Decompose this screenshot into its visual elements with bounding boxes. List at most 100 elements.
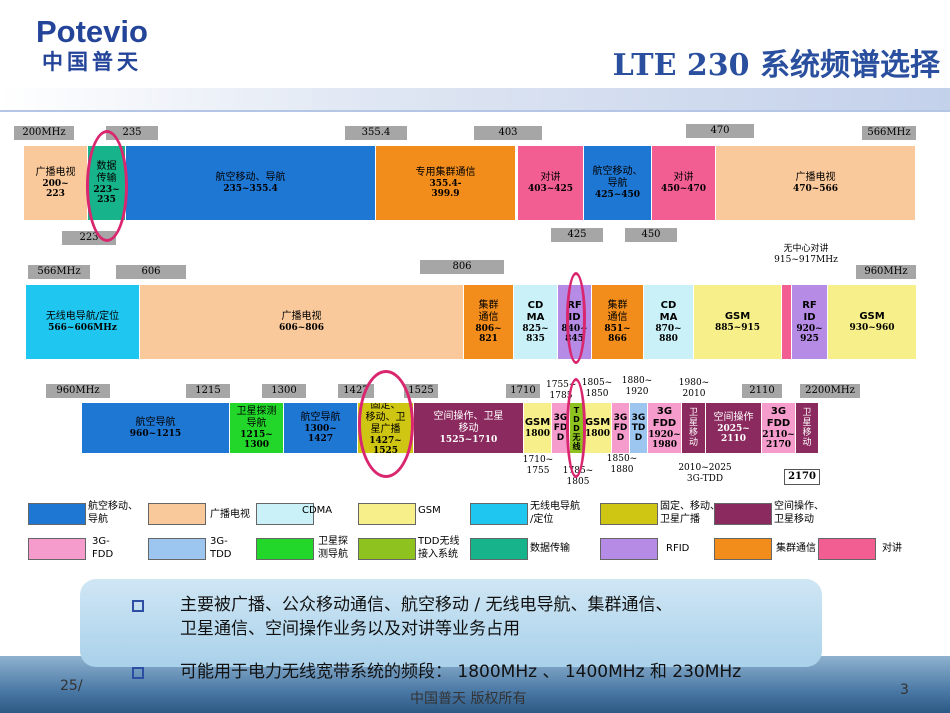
segment-name: 3G FD D xyxy=(613,413,628,443)
row1-tag: 355.4 xyxy=(345,126,407,140)
segment-range: 566~606MHz xyxy=(48,323,117,333)
row3-band: 航空导航 960~1215 卫星探测 导航 1215~ 1300 航空导航 1300~… xyxy=(82,403,818,453)
segment-range: 235~355.4 xyxy=(223,184,278,194)
footer-copyright: 中国普天 版权所有 xyxy=(410,691,527,707)
segment-name: 对讲 xyxy=(673,172,694,183)
row1-tag-bottom: 450 xyxy=(625,228,677,242)
segment: 3G FDD 1920~ 1980 xyxy=(648,403,682,453)
summary-line: 可能用于电力无线宽带系统的频段： 1800MHz 、 1400MHz 和 230… xyxy=(180,662,742,682)
row2-edge-left: 566MHz xyxy=(28,265,90,279)
row1-edge-left: 200MHz xyxy=(14,126,74,140)
legend-swatch xyxy=(28,538,86,560)
segment: 集群 通信 806~ 821 xyxy=(464,285,514,359)
row3-tag: 1215 xyxy=(186,384,230,398)
legend-label: 3G- TDD xyxy=(210,536,232,560)
row2-band: 无线电导航/定位 566~606MHz 广播电视 606~806 集群 通信 806~… xyxy=(26,285,916,359)
segment: 广播电视 470~566 xyxy=(716,146,915,220)
segment: 航空移动、 导航 425~450 xyxy=(584,146,652,220)
highlight-ring xyxy=(566,272,586,364)
segment-range: 1300~ 1427 xyxy=(304,424,337,444)
row3-tag: 1980~ 2010 xyxy=(678,378,710,399)
segment-name: GSM xyxy=(584,417,611,428)
header-gradient-bar xyxy=(0,88,950,112)
legend-swatch xyxy=(148,503,206,525)
row3-tag: 1525 xyxy=(404,384,438,398)
segment: 集群 通信 851~ 866 xyxy=(592,285,644,359)
segment: 广播电视 606~806 xyxy=(140,285,464,359)
slide-title: LTE 230 系统频谱选择 xyxy=(612,48,940,83)
segment: 3G TD D xyxy=(630,403,648,453)
legend-swatch xyxy=(256,503,314,525)
row1-tag: 403 xyxy=(474,126,542,140)
segment-name: 集群 通信 xyxy=(478,300,499,323)
segment-name: 空间操作、卫星 移动 xyxy=(433,411,504,434)
segment-range: 200~ 223 xyxy=(42,179,69,199)
legend-label: 集群通信 xyxy=(776,543,816,554)
legend-swatch xyxy=(600,538,658,560)
page-number: 3 xyxy=(900,682,909,698)
summary-line: 卫星通信、空间操作业务以及对讲等业务占用 xyxy=(180,619,520,639)
legend-label: 3G- FDD xyxy=(92,536,114,560)
segment-name: 3G TD D xyxy=(631,413,646,443)
row1-edge-right: 566MHz xyxy=(862,126,916,140)
row3-tag: 1880~ 1920 xyxy=(621,376,653,397)
row3-tag-bottom: 1850~ 1880 xyxy=(606,454,638,475)
segment-range: 825~ 835 xyxy=(522,324,549,344)
row2-tag: 606 xyxy=(116,265,186,279)
legend-swatch xyxy=(818,538,876,560)
segment-name: 专用集群通信 xyxy=(415,167,476,178)
segment xyxy=(782,285,792,359)
segment: CD MA 825~ 835 xyxy=(514,285,558,359)
row1-band: 广播电视 200~ 223 数据 传输 223~ 235 航空移动、导航 235~35… xyxy=(24,146,915,220)
segment-range: 1800 xyxy=(584,429,611,439)
segment-name: 3G FDD xyxy=(652,406,677,429)
legend-swatch xyxy=(714,538,772,560)
segment-range: 355.4- 399.9 xyxy=(429,179,462,199)
segment-name: 空间操作 xyxy=(713,412,754,423)
segment-range: 930~960 xyxy=(849,323,895,333)
segment: 航空移动、导航 235~355.4 xyxy=(126,146,376,220)
segment-name: 航空移动、导航 xyxy=(215,172,286,183)
legend-label: 航空移动、 导航 xyxy=(88,501,138,525)
legend-swatch xyxy=(358,503,416,525)
bullet-icon xyxy=(132,600,144,612)
segment: 专用集群通信 355.4- 399.9 xyxy=(376,146,516,220)
segment-range: 885~915 xyxy=(714,323,761,333)
header-rule xyxy=(0,110,950,112)
row3-tag-bottom: 2170 xyxy=(784,469,820,485)
segment: 广播电视 200~ 223 xyxy=(24,146,88,220)
logo-en: Potevio xyxy=(36,14,148,49)
segment: 卫星探测 导航 1215~ 1300 xyxy=(230,403,284,453)
legend-swatch xyxy=(600,503,658,525)
segment-name: GSM xyxy=(859,311,885,322)
row3-tag: 2110 xyxy=(742,384,782,398)
legend-label: 空间操作、 卫星移动 xyxy=(774,501,824,525)
segment-name: 3G FD D xyxy=(553,413,568,443)
legend-swatch xyxy=(28,503,86,525)
segment: 对讲 450~470 xyxy=(652,146,716,220)
row1-tag-bottom: 425 xyxy=(551,228,603,242)
segment-name: CD MA xyxy=(659,300,678,323)
legend-label: 无线电导航 /定位 xyxy=(530,501,580,525)
segment-name: 无线电导航/定位 xyxy=(45,311,120,322)
logo-cn: 中国普天 xyxy=(42,50,142,74)
segment-range: 1920~ 1980 xyxy=(648,430,681,450)
segment-range: 606~806 xyxy=(278,323,325,333)
segment-range: 920~ 925 xyxy=(796,324,823,344)
segment: 卫 星 移 动 xyxy=(682,403,706,453)
legend-label: 卫星探 测导航 xyxy=(318,536,348,560)
segment-name: 集群 通信 xyxy=(607,300,628,323)
segment-range: 470~566 xyxy=(792,184,839,194)
segment-range: 425~450 xyxy=(594,190,641,200)
segment-name: RF ID xyxy=(802,300,817,323)
legend-label: 对讲 xyxy=(882,543,902,554)
segment-name: 卫 星 移 动 xyxy=(688,408,698,448)
highlight-ring xyxy=(358,370,414,478)
legend-label: 固定、移动、 卫星广播 xyxy=(660,501,720,525)
segment: 3G FD D xyxy=(612,403,630,453)
segment-name: 3G FDD xyxy=(766,406,791,429)
row3-tag: 1755~ 1785 xyxy=(546,380,577,401)
segment: GSM 1800 xyxy=(524,403,552,453)
summary-box: 主要被广播、公众移动通信、航空移动 / 无线电导航、集群通信、 卫星通信、空间操… xyxy=(80,579,822,682)
segment: RF ID 920~ 925 xyxy=(792,285,828,359)
